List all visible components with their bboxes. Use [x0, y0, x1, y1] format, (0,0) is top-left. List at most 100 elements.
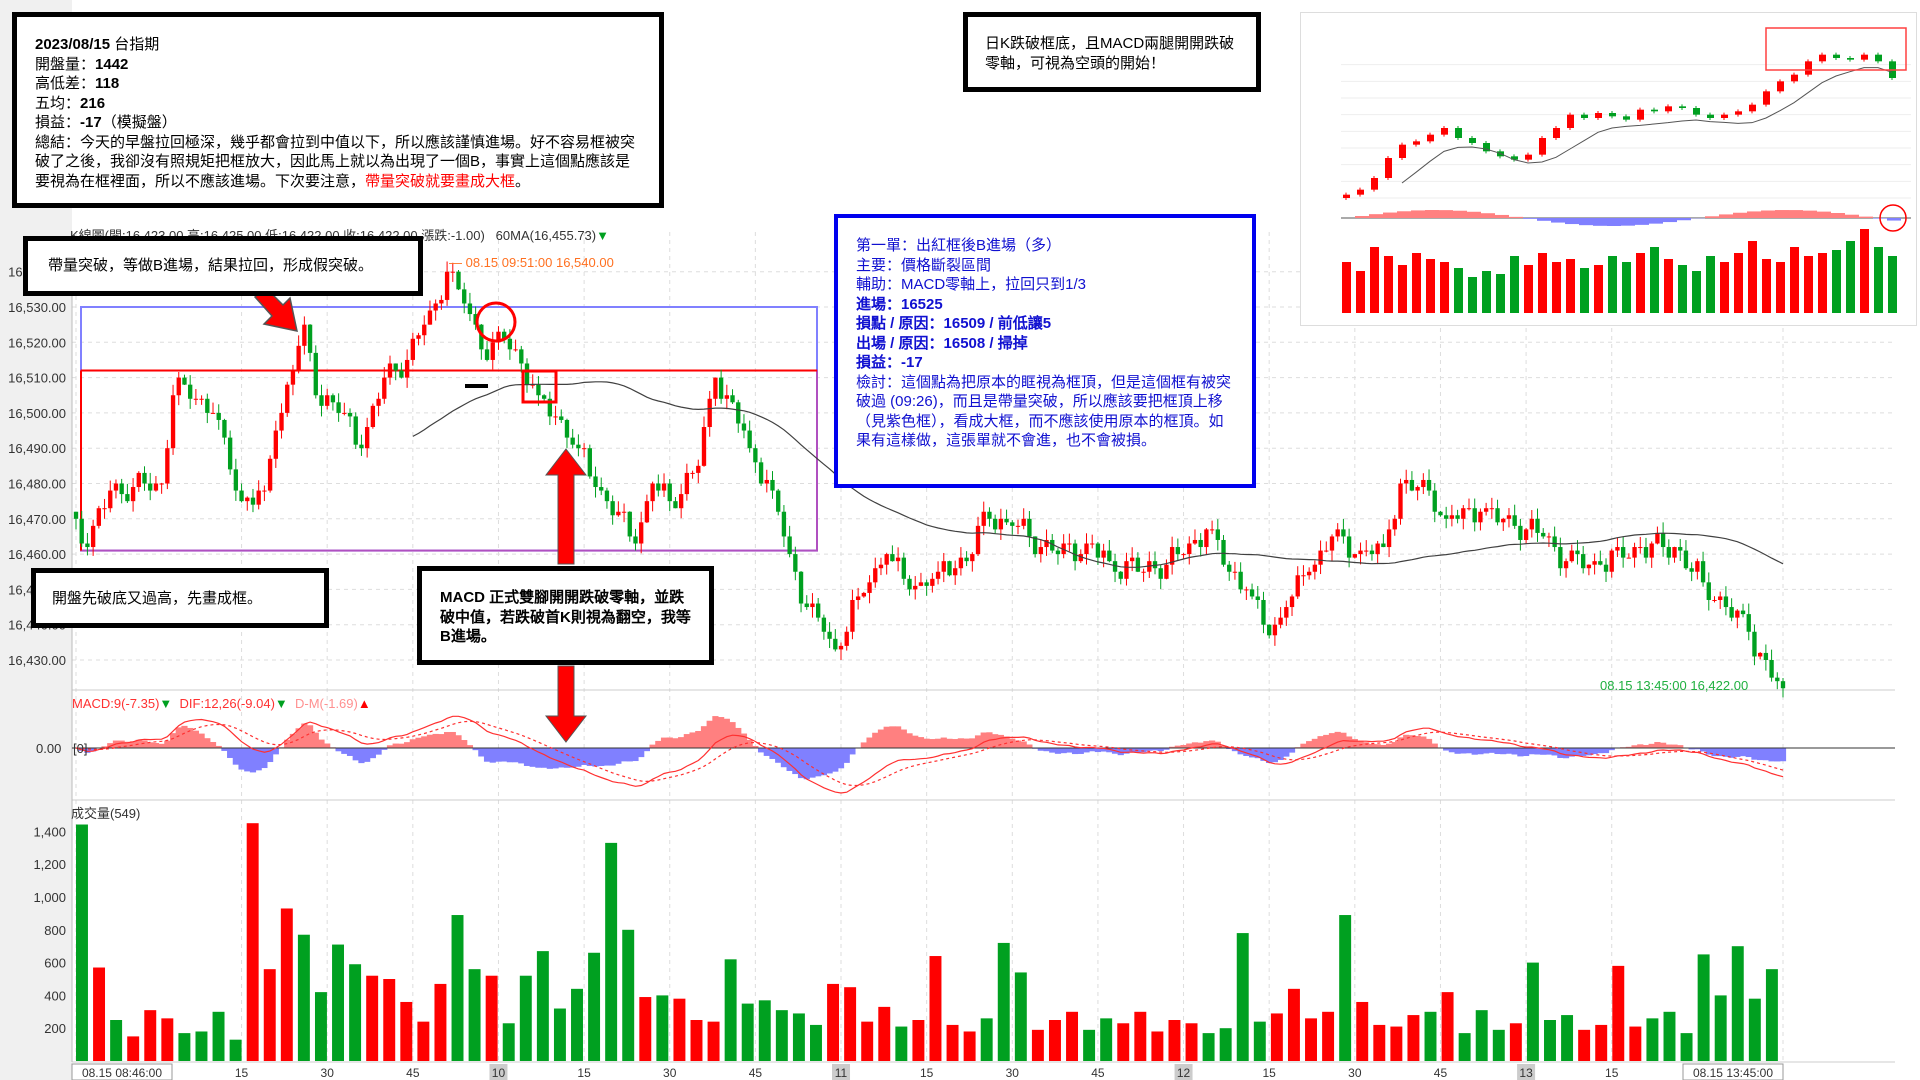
- open-box-note-box: 開盤先破底又過高，先畫成框。: [31, 568, 329, 628]
- summary-name: 台指期: [110, 36, 160, 53]
- candle-body: [433, 303, 438, 311]
- price-tick-label: 16,510.00: [8, 371, 66, 386]
- candle-body: [1072, 543, 1078, 562]
- price-tick-label: 16,490.00: [8, 441, 66, 456]
- hour-tick-box: [832, 1064, 851, 1080]
- time-tick-label: 30: [663, 1066, 677, 1080]
- candle-body: [1466, 508, 1472, 510]
- time-tick-label: 15: [577, 1066, 591, 1080]
- volume-bar: [280, 908, 293, 1061]
- candle-body: [895, 557, 901, 562]
- inset-volume-bar: [1552, 262, 1561, 313]
- inset-volume-bar: [1454, 268, 1463, 313]
- candle-body: [907, 578, 912, 590]
- volume-bar: [895, 1026, 908, 1061]
- candle-body: [1489, 508, 1495, 510]
- candle-body: [1552, 536, 1557, 548]
- daily-note-box: 日K跌破框底，且MACD兩腿開開跌破零軸，可視為空頭的開始！: [963, 12, 1261, 92]
- candle-body: [1409, 479, 1415, 491]
- candle-body: [1152, 561, 1158, 569]
- time-tick-label: 11: [835, 1066, 848, 1080]
- volume-bar: [792, 1013, 805, 1061]
- candle-body: [1118, 571, 1123, 579]
- candle-body: [262, 490, 267, 492]
- volume-bar: [246, 823, 259, 1061]
- candles: [73, 261, 1786, 698]
- candle-body: [1272, 624, 1278, 636]
- candle-body: [1461, 508, 1466, 519]
- volume-bar: [1100, 1018, 1113, 1061]
- macd-note: MACD 正式雙腳開開跌破零軸，並跌破中值，若跌破首K則視為翻空，我等B進場。: [440, 589, 691, 645]
- trade-box: 第一單：出紅框後B進場（多） 主要：價格斷裂區間 輔助：MACD零軸上，拉回只到…: [834, 214, 1256, 488]
- hour-tick-box: [1517, 1064, 1536, 1080]
- inset-volume-bar: [1622, 262, 1631, 313]
- candle-body: [667, 483, 672, 502]
- dif-line: [75, 715, 1784, 794]
- candle-body: [325, 395, 330, 406]
- candle-body: [1112, 561, 1118, 572]
- candle-body: [1238, 571, 1243, 590]
- high-marker: — 08.15 09:51:00 16,540.00: [449, 255, 614, 270]
- inset-macd-bar: [1817, 211, 1831, 218]
- summary-box: 2023/08/15 台指期 開盤量：1442 高低差：118 五均：216 損…: [12, 12, 664, 208]
- candle-body: [1324, 550, 1329, 552]
- candle-body: [1369, 550, 1375, 555]
- candle-body: [1678, 547, 1683, 551]
- candle-body: [827, 631, 832, 639]
- candle-body: [1706, 582, 1711, 600]
- ma-label: 60MA(16,455.73): [495, 228, 597, 243]
- volume-bar: [1014, 972, 1027, 1061]
- candle-body: [1649, 543, 1654, 558]
- candle-body: [188, 384, 193, 399]
- candle-body: [1255, 596, 1260, 600]
- trade-line: 進場：16525: [856, 295, 943, 313]
- volume-bar: [963, 1031, 976, 1061]
- inset-macd-bar: [1523, 218, 1537, 219]
- volume-bar: [810, 1024, 822, 1061]
- volume-bar: [161, 1018, 174, 1061]
- trade-line: 輔助：MACD零軸上，拉回只到1/3: [856, 276, 1087, 293]
- time-tick-label: 45: [1091, 1066, 1105, 1080]
- candle-body: [553, 416, 558, 418]
- candle-body: [1038, 547, 1043, 555]
- volume-bar: [76, 824, 88, 1061]
- candle-body: [1192, 539, 1198, 544]
- candle-body: [205, 398, 210, 413]
- inset-volume-bar: [1692, 271, 1701, 313]
- candle-body: [1575, 550, 1580, 555]
- candle-body: [867, 582, 872, 593]
- macd-zero-label: 0.00: [36, 741, 62, 756]
- inset-ma-line: [1401, 67, 1893, 184]
- candle-body: [930, 578, 935, 586]
- candle-body: [559, 416, 564, 420]
- inset-candle-body: [1609, 113, 1616, 117]
- inset-macd-bar: [1747, 211, 1761, 218]
- candle-body: [678, 494, 684, 509]
- candle-body: [1506, 515, 1512, 519]
- candle-body: [1090, 543, 1095, 545]
- volume-bar: [1322, 1011, 1335, 1061]
- candle-body: [307, 324, 313, 353]
- volume-tick-label: 1,400: [33, 824, 66, 839]
- inset-volume-bar: [1440, 262, 1449, 313]
- candle-body: [1050, 539, 1055, 551]
- inset-candle-body: [1539, 138, 1546, 155]
- volume-bar: [861, 1021, 874, 1061]
- volume-bar: [1731, 946, 1744, 1061]
- volume-bar: [1083, 1029, 1096, 1061]
- candle-body: [644, 501, 650, 523]
- candle-body: [576, 444, 581, 449]
- trade-line: 損益：-17: [856, 354, 923, 371]
- candle-body: [804, 603, 809, 608]
- candle-body: [1027, 518, 1032, 537]
- ma-down-icon: ▼: [596, 228, 609, 243]
- inset-candle-body: [1511, 156, 1518, 160]
- inset-volume-bar: [1342, 262, 1351, 313]
- volume-tick-label: 1,200: [33, 857, 66, 872]
- candle-body: [102, 508, 107, 510]
- candle-body: [376, 398, 381, 406]
- inset-volume-bar: [1734, 253, 1743, 313]
- candle-body: [810, 603, 815, 608]
- candle-body: [1495, 508, 1500, 523]
- dif-down-icon: ▼: [274, 696, 288, 711]
